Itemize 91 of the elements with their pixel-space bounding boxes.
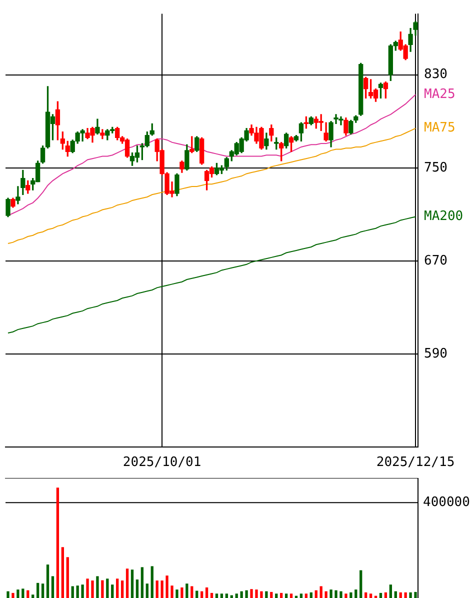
bar bbox=[56, 488, 60, 598]
bar bbox=[136, 580, 139, 598]
bar bbox=[225, 594, 228, 598]
bar bbox=[186, 584, 188, 598]
bar bbox=[240, 591, 243, 598]
bar bbox=[250, 589, 253, 598]
x-tick-label: 2025/10/01 bbox=[122, 455, 202, 470]
bar bbox=[384, 592, 388, 598]
bar bbox=[32, 594, 34, 598]
bar bbox=[6, 591, 10, 598]
x-tick-label: 2025/12/15 bbox=[376, 455, 455, 470]
bar bbox=[360, 570, 362, 598]
bar bbox=[350, 592, 352, 598]
bar bbox=[300, 594, 303, 598]
bar bbox=[389, 584, 392, 598]
bar bbox=[86, 578, 89, 598]
bar bbox=[36, 582, 40, 598]
bar bbox=[156, 580, 158, 598]
bar bbox=[290, 594, 293, 598]
bar bbox=[265, 591, 268, 598]
bar bbox=[140, 567, 144, 598]
bar bbox=[176, 590, 178, 598]
bar bbox=[340, 591, 342, 598]
bar bbox=[404, 592, 407, 598]
bar bbox=[196, 590, 198, 598]
bar bbox=[314, 590, 318, 598]
bar bbox=[235, 594, 238, 598]
series-label: MA75 bbox=[424, 120, 456, 136]
bar bbox=[284, 594, 288, 598]
bar bbox=[160, 580, 164, 598]
bar bbox=[414, 592, 417, 598]
series-label: MA25 bbox=[424, 87, 456, 102]
bar bbox=[245, 590, 248, 598]
bar bbox=[409, 592, 412, 598]
bar bbox=[270, 592, 273, 598]
bar bbox=[205, 587, 208, 598]
bar bbox=[22, 588, 24, 598]
bar bbox=[260, 591, 263, 598]
bar bbox=[61, 547, 64, 598]
bar bbox=[275, 594, 278, 598]
bar bbox=[116, 578, 119, 598]
bar bbox=[354, 590, 358, 598]
bar bbox=[146, 584, 148, 598]
bar bbox=[46, 564, 50, 598]
bar bbox=[379, 592, 382, 598]
bar bbox=[71, 586, 74, 598]
bar bbox=[334, 590, 338, 598]
bar bbox=[280, 592, 283, 598]
bar bbox=[220, 594, 224, 598]
bar bbox=[394, 591, 397, 598]
bar bbox=[111, 584, 114, 598]
y-tick-label: 750 bbox=[424, 160, 448, 176]
bar bbox=[96, 576, 99, 598]
bar bbox=[166, 576, 168, 598]
bar bbox=[255, 590, 258, 598]
bar bbox=[12, 592, 14, 598]
bar bbox=[130, 570, 134, 598]
bar bbox=[91, 580, 94, 598]
bar bbox=[16, 590, 20, 598]
y-tick-label: 830 bbox=[424, 67, 448, 82]
bar bbox=[210, 592, 214, 598]
bar bbox=[51, 576, 54, 598]
bar bbox=[215, 594, 218, 598]
bar bbox=[364, 592, 368, 598]
bar bbox=[369, 594, 372, 598]
bar bbox=[81, 584, 84, 598]
bar bbox=[304, 594, 308, 598]
bar bbox=[330, 590, 332, 598]
bar bbox=[230, 595, 233, 598]
bar bbox=[26, 590, 30, 598]
bar bbox=[150, 566, 154, 598]
bar bbox=[106, 578, 109, 598]
bar bbox=[344, 594, 348, 598]
bar bbox=[399, 592, 402, 598]
bar bbox=[120, 580, 124, 598]
bar bbox=[126, 568, 129, 598]
bar bbox=[180, 587, 184, 598]
y-tick-label: 590 bbox=[424, 346, 448, 362]
bar bbox=[190, 586, 194, 598]
text: 400000 bbox=[423, 495, 470, 510]
series-label: MA200 bbox=[424, 209, 464, 224]
bar bbox=[101, 580, 104, 598]
bar bbox=[310, 592, 312, 598]
bar bbox=[200, 591, 204, 598]
bar bbox=[76, 586, 79, 598]
bar bbox=[41, 584, 44, 598]
bar bbox=[324, 591, 328, 598]
bar bbox=[320, 586, 322, 598]
bar bbox=[66, 557, 69, 598]
bar bbox=[170, 586, 174, 598]
y-tick-label: 670 bbox=[424, 253, 448, 268]
